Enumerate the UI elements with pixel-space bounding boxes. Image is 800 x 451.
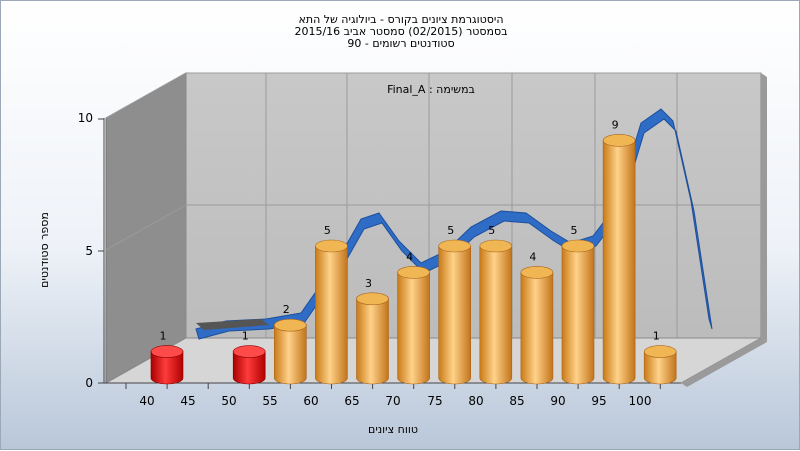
floor-edge-shadow: [681, 338, 767, 387]
histogram-bar: [150, 345, 184, 385]
bar-top: [561, 239, 595, 253]
bar-top: [438, 239, 472, 253]
histogram-bar: [232, 345, 266, 385]
bar-value-label: 4: [529, 250, 536, 263]
bar-value-label: 5: [324, 224, 331, 237]
x-tick-label: 90: [550, 394, 565, 408]
bar-body: [643, 351, 677, 385]
bar-top: [232, 345, 266, 358]
bar-body: [150, 351, 184, 385]
x-tick-label: 60: [303, 394, 318, 408]
x-tick-label: 75: [427, 394, 442, 408]
bar-body: [274, 324, 307, 385]
y-tick-label: 5: [85, 244, 93, 258]
bar-value-label: 9: [612, 118, 619, 131]
y-tick-label: 10: [78, 111, 93, 125]
histogram-bar: [315, 239, 348, 385]
histogram-bar: [561, 239, 595, 385]
bar-top: [643, 345, 677, 358]
x-tick-label: 100: [629, 394, 652, 408]
chart-title-line-2: בסמסטר (02/2015) סמסטר אביב 2015/16: [294, 25, 508, 38]
x-tick-label: 70: [385, 394, 400, 408]
bar-body: [232, 351, 266, 385]
curve-start-segment: [196, 319, 269, 330]
x-tick-label: 50: [221, 394, 236, 408]
x-axis-title: טווח ציונים: [368, 423, 418, 436]
bar-body: [356, 298, 389, 385]
histogram-bar: [356, 292, 389, 385]
bar-top: [479, 239, 513, 253]
bar-body: [397, 272, 430, 385]
bar-value-label: 5: [571, 224, 578, 237]
x-tick-label: 85: [509, 394, 524, 408]
bar-value-label: 1: [653, 330, 660, 343]
bar-top: [273, 318, 307, 332]
right-edge-shadow: [761, 73, 767, 342]
bar-top: [150, 345, 184, 358]
bar-body: [561, 245, 595, 385]
bar-value-label: 3: [365, 277, 372, 290]
histogram-bar: [602, 134, 636, 385]
x-tick-label: 40: [139, 394, 154, 408]
histogram-bar: [273, 318, 307, 385]
x-tick-label: 80: [468, 394, 483, 408]
chart-subtitle: במשימה : Final_A: [387, 83, 475, 96]
histogram-bar: [643, 345, 677, 385]
x-tick-label: 55: [262, 394, 277, 408]
bar-body: [602, 140, 636, 385]
histogram-bar: [397, 266, 430, 385]
bar-value-label: 5: [488, 224, 495, 237]
y-tick-marks: [98, 118, 104, 384]
bar-value-label: 1: [160, 330, 167, 343]
histogram-bar: [520, 266, 554, 385]
bar-body: [520, 272, 554, 385]
bar-value-label: 2: [283, 303, 290, 316]
x-tick-label: 95: [591, 394, 606, 408]
bar-top: [315, 239, 348, 253]
bar-top: [397, 266, 430, 279]
bar-top: [356, 292, 389, 306]
bar-value-label: 4: [406, 250, 413, 263]
y-tick-label: 0: [85, 376, 93, 390]
chart-title-line-1: היסטוגרמת ציונים בקורס - ביולוגיה של התא: [298, 13, 504, 26]
bar-body: [438, 245, 471, 385]
bar-top: [520, 266, 554, 279]
histogram-bar: [438, 239, 472, 385]
y-axis-title: מספר סטודנטים: [38, 212, 51, 288]
chart-title-line-3: סטודנטים רשומים - 90: [347, 37, 455, 50]
bar-body: [479, 245, 513, 385]
histogram-bar: [479, 239, 513, 385]
bar-value-label: 1: [242, 330, 249, 343]
bar-body: [315, 245, 348, 385]
x-tick-label: 65: [344, 394, 359, 408]
bar-value-label: 5: [447, 224, 454, 237]
bar-top: [602, 134, 636, 147]
gridlines: [105, 72, 761, 338]
x-tick-label: 45: [180, 394, 195, 408]
